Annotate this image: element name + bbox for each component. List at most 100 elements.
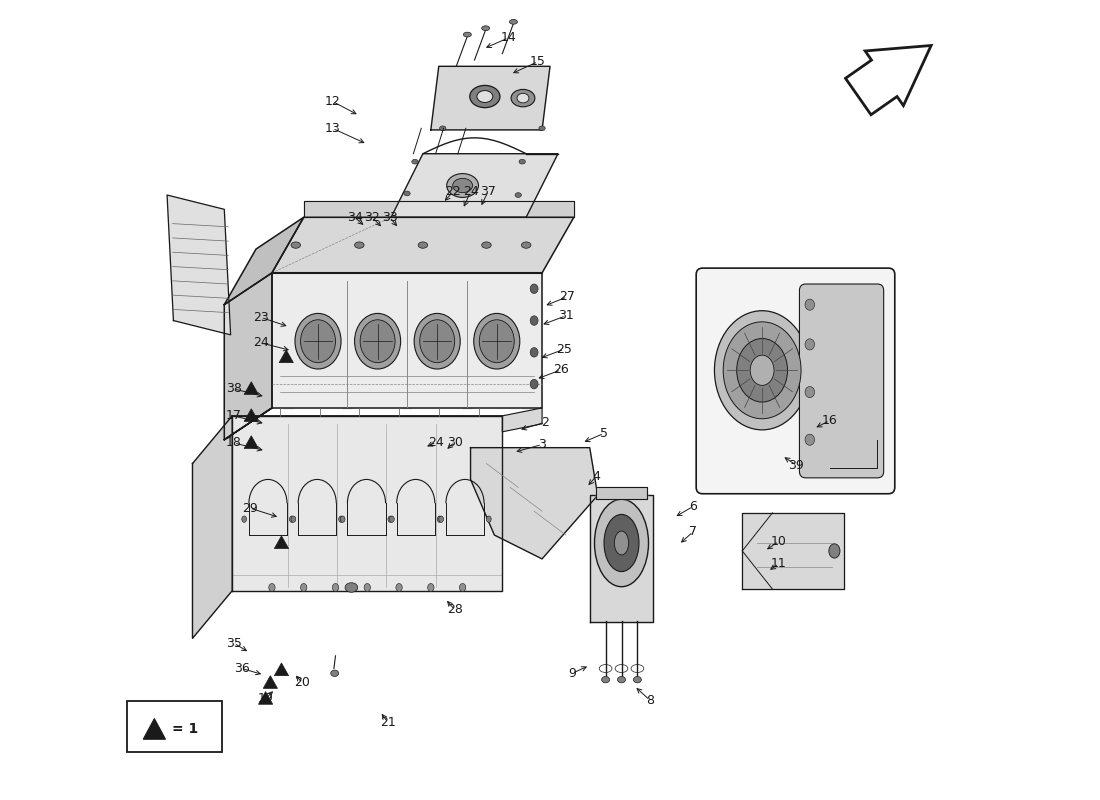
Ellipse shape [411, 159, 418, 164]
Ellipse shape [517, 94, 529, 103]
Ellipse shape [509, 19, 517, 24]
Ellipse shape [805, 434, 814, 446]
Ellipse shape [530, 316, 538, 326]
Text: 36: 36 [234, 662, 250, 675]
Polygon shape [274, 536, 288, 549]
Polygon shape [304, 202, 574, 218]
Ellipse shape [530, 284, 538, 294]
Ellipse shape [354, 242, 364, 248]
Polygon shape [392, 154, 558, 218]
Ellipse shape [463, 32, 472, 37]
Ellipse shape [440, 126, 446, 130]
Text: 31: 31 [558, 310, 574, 322]
Ellipse shape [829, 544, 840, 558]
Ellipse shape [404, 191, 410, 196]
Text: 2: 2 [541, 416, 549, 429]
Text: 5: 5 [600, 427, 608, 440]
Polygon shape [431, 66, 550, 130]
Text: 7: 7 [689, 526, 697, 538]
Ellipse shape [614, 531, 629, 555]
Ellipse shape [354, 314, 400, 369]
Ellipse shape [805, 339, 814, 350]
Text: 3: 3 [538, 438, 546, 451]
Text: 30: 30 [447, 436, 463, 449]
Text: 37: 37 [480, 186, 496, 198]
Polygon shape [263, 676, 277, 688]
Text: 9: 9 [569, 666, 576, 680]
Ellipse shape [480, 320, 515, 362]
Polygon shape [224, 273, 272, 440]
Ellipse shape [723, 322, 801, 418]
Text: = 1: = 1 [172, 722, 198, 736]
Ellipse shape [396, 583, 403, 591]
Text: 33: 33 [382, 210, 397, 224]
Polygon shape [272, 273, 542, 408]
Ellipse shape [805, 299, 814, 310]
Polygon shape [232, 416, 503, 590]
Text: 24: 24 [429, 436, 444, 449]
Ellipse shape [715, 310, 810, 430]
Ellipse shape [437, 516, 442, 522]
Polygon shape [274, 663, 288, 676]
Text: 14: 14 [500, 31, 517, 44]
Ellipse shape [477, 90, 493, 102]
Text: 28: 28 [447, 603, 463, 616]
Ellipse shape [805, 386, 814, 398]
Ellipse shape [539, 126, 546, 130]
Ellipse shape [415, 314, 460, 369]
Text: 29: 29 [242, 502, 257, 514]
Text: 4: 4 [592, 470, 600, 482]
Ellipse shape [428, 583, 435, 591]
Ellipse shape [289, 516, 294, 522]
FancyBboxPatch shape [126, 701, 222, 752]
Text: 32: 32 [364, 210, 380, 224]
Ellipse shape [242, 516, 246, 522]
Polygon shape [244, 409, 258, 422]
Ellipse shape [519, 159, 526, 164]
Ellipse shape [460, 583, 465, 591]
Polygon shape [192, 416, 232, 638]
Text: 21: 21 [381, 716, 396, 729]
Ellipse shape [388, 516, 393, 522]
Text: 27: 27 [560, 290, 575, 303]
Ellipse shape [750, 355, 774, 386]
Ellipse shape [521, 242, 531, 248]
Ellipse shape [617, 677, 626, 683]
Text: 10: 10 [771, 535, 786, 548]
Ellipse shape [331, 670, 339, 677]
Ellipse shape [602, 677, 609, 683]
Text: 24: 24 [253, 336, 268, 350]
Ellipse shape [268, 583, 275, 591]
Text: 16: 16 [822, 414, 837, 427]
Polygon shape [244, 436, 258, 449]
Text: 12: 12 [324, 94, 340, 108]
Polygon shape [590, 495, 653, 622]
Polygon shape [503, 408, 542, 432]
Text: 35: 35 [226, 637, 242, 650]
Text: 23: 23 [253, 311, 268, 324]
Ellipse shape [470, 86, 499, 108]
Text: 24: 24 [463, 186, 478, 198]
FancyBboxPatch shape [696, 268, 894, 494]
Ellipse shape [439, 516, 443, 522]
Polygon shape [258, 691, 273, 704]
Ellipse shape [604, 514, 639, 571]
Polygon shape [742, 513, 844, 589]
Ellipse shape [530, 379, 538, 389]
Text: 8: 8 [646, 694, 654, 707]
Ellipse shape [530, 347, 538, 357]
Text: 34: 34 [346, 210, 362, 224]
Polygon shape [279, 350, 294, 362]
Text: 11: 11 [771, 557, 786, 570]
Ellipse shape [292, 516, 296, 522]
Polygon shape [471, 448, 597, 559]
Polygon shape [143, 718, 165, 739]
Text: 38: 38 [226, 382, 242, 395]
Text: 39: 39 [789, 458, 804, 472]
Polygon shape [224, 218, 304, 305]
Ellipse shape [512, 90, 535, 107]
Ellipse shape [292, 242, 300, 248]
Ellipse shape [482, 26, 490, 30]
Text: 20: 20 [294, 676, 310, 690]
Ellipse shape [389, 516, 394, 522]
